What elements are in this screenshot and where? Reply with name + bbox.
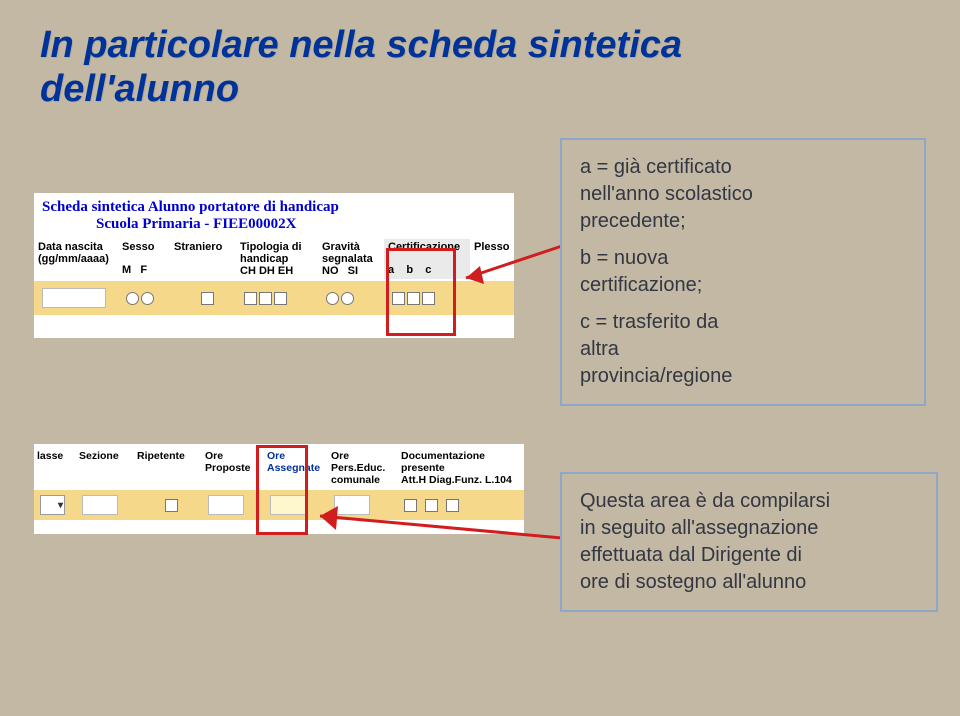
legend-c-2: altra <box>580 336 906 363</box>
form-subtitle: Scuola Primaria - FIEE00002X <box>96 216 506 233</box>
highlight-box-certificazione <box>386 248 456 336</box>
col-ore-pers-3: comunale <box>331 474 395 486</box>
note-line-4: ore di sostegno all'alunno <box>580 569 918 596</box>
radio-m[interactable] <box>126 292 139 305</box>
col-gravita-2: segnalata <box>322 253 380 265</box>
data-nascita-input[interactable] <box>42 288 106 308</box>
note-line-1: Questa area è da compilarsi <box>580 488 918 515</box>
col-sesso-mf: M F <box>122 264 166 276</box>
col-tipologia-2: handicap <box>240 253 314 265</box>
col-straniero: Straniero <box>174 241 232 253</box>
screenshot-top-heading: Scheda sintetica Alunno portatore di han… <box>34 193 514 233</box>
col-gravita-3: NO SI <box>322 265 380 277</box>
title-line-2: dell'alunno <box>40 68 239 110</box>
slide-title: In particolare nella scheda sintetica de… <box>40 24 920 111</box>
legend-b-1: b = nuova <box>580 245 906 272</box>
col-tipologia-1: Tipologia di <box>240 241 314 253</box>
col-ripetente: Ripetente <box>137 450 199 462</box>
check-dh[interactable] <box>259 292 272 305</box>
radio-no[interactable] <box>326 292 339 305</box>
col-ore-proposte-2: Proposte <box>205 462 261 474</box>
slide: { "title_line1": "In particolare nella s… <box>0 0 960 716</box>
col-documentazione-1: Documentazione <box>401 450 521 462</box>
highlight-box-ore-assegnate <box>256 445 308 535</box>
radio-si[interactable] <box>341 292 354 305</box>
legend-a-2: nell'anno scolastico <box>580 181 906 208</box>
col-gravita-1: Gravità <box>322 241 380 253</box>
col-data-nascita-2: (gg/mm/aaaa) <box>38 253 114 265</box>
title-line-1: In particolare nella scheda sintetica <box>40 24 682 66</box>
col-ore-pers-2: Pers.Educ. <box>331 462 395 474</box>
note-line-2: in seguito all'assegnazione <box>580 515 918 542</box>
legend-c-1: c = trasferito da <box>580 309 906 336</box>
radio-f[interactable] <box>141 292 154 305</box>
legend-c-3: provincia/regione <box>580 363 906 390</box>
check-ch[interactable] <box>244 292 257 305</box>
note-line-3: effettuata dal Dirigente di <box>580 542 918 569</box>
legend-a-3: precedente; <box>580 208 906 235</box>
col-plesso: Plesso <box>474 241 510 253</box>
col-documentazione-3: Att.H Diag.Funz. L.104 <box>401 474 521 486</box>
check-straniero[interactable] <box>201 292 214 305</box>
col-tipologia-3: CH DH EH <box>240 265 314 277</box>
col-ore-proposte-1: Ore <box>205 450 261 462</box>
check-l104[interactable] <box>446 499 459 512</box>
callout-certificazione-legend: a = già certificato nell'anno scolastico… <box>560 138 926 406</box>
classe-dropdown[interactable] <box>40 495 65 515</box>
col-sesso: Sesso <box>122 241 166 253</box>
check-atth[interactable] <box>404 499 417 512</box>
check-ripetente[interactable] <box>165 499 178 512</box>
check-diagfunz[interactable] <box>425 499 438 512</box>
form-title: Scheda sintetica Alunno portatore di han… <box>42 199 506 216</box>
col-sezione: Sezione <box>79 450 131 462</box>
check-eh[interactable] <box>274 292 287 305</box>
col-ore-pers-1: Ore <box>331 450 395 462</box>
ore-proposte-input[interactable] <box>208 495 244 515</box>
sezione-input[interactable] <box>82 495 118 515</box>
ore-pers-input[interactable] <box>334 495 370 515</box>
col-classe: lasse <box>37 450 73 462</box>
col-documentazione-2: presente <box>401 462 521 474</box>
legend-a-1: a = già certificato <box>580 154 906 181</box>
legend-b-2: certificazione; <box>580 272 906 299</box>
col-data-nascita: Data nascita <box>38 241 114 253</box>
callout-ore-assegnate-note: Questa area è da compilarsi in seguito a… <box>560 472 938 612</box>
